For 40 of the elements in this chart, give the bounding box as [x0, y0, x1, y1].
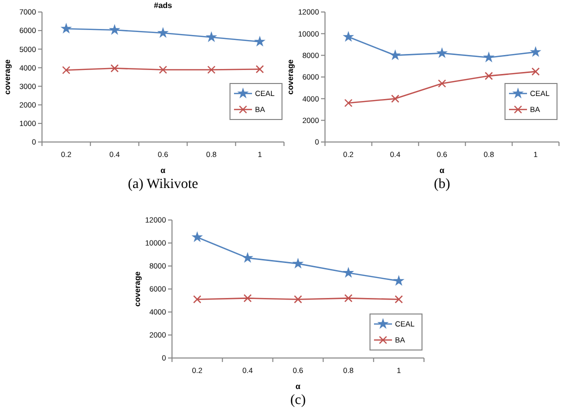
- point: [436, 47, 448, 58]
- point: [294, 295, 302, 304]
- point: [207, 66, 216, 74]
- point: [108, 24, 120, 35]
- point: [344, 294, 352, 302]
- point: [242, 252, 254, 263]
- x-axis-title: α: [160, 166, 166, 175]
- point: [60, 22, 72, 34]
- point: [530, 46, 542, 57]
- point: [438, 79, 446, 88]
- point: [394, 295, 403, 304]
- point: [256, 65, 264, 74]
- point: [484, 72, 493, 80]
- x-axis-title: α: [440, 166, 445, 175]
- y-axis-title: coverage: [286, 58, 295, 95]
- point: [244, 294, 252, 302]
- point: [344, 98, 352, 108]
- point: [342, 266, 354, 278]
- text: (a) Wikivote: [128, 177, 198, 192]
- point: [157, 27, 169, 38]
- point: [532, 67, 540, 76]
- point: [192, 231, 203, 242]
- point: [254, 36, 266, 47]
- point: [342, 30, 354, 42]
- point: [292, 258, 304, 269]
- point: [110, 64, 119, 72]
- point: [393, 274, 404, 286]
- y-axis-title: coverage: [133, 270, 142, 307]
- point: [390, 49, 401, 60]
- chart-title: #ads: [154, 1, 173, 10]
- point: [158, 66, 168, 74]
- text: (b): [434, 177, 450, 192]
- y-axis-title: coverage: [3, 58, 12, 95]
- text: (c): [290, 393, 306, 408]
- x-axis-title: α: [296, 382, 301, 391]
- point: [483, 52, 494, 62]
- point: [391, 94, 400, 103]
- point: [193, 295, 202, 304]
- point: [206, 31, 218, 42]
- point: [62, 66, 70, 74]
